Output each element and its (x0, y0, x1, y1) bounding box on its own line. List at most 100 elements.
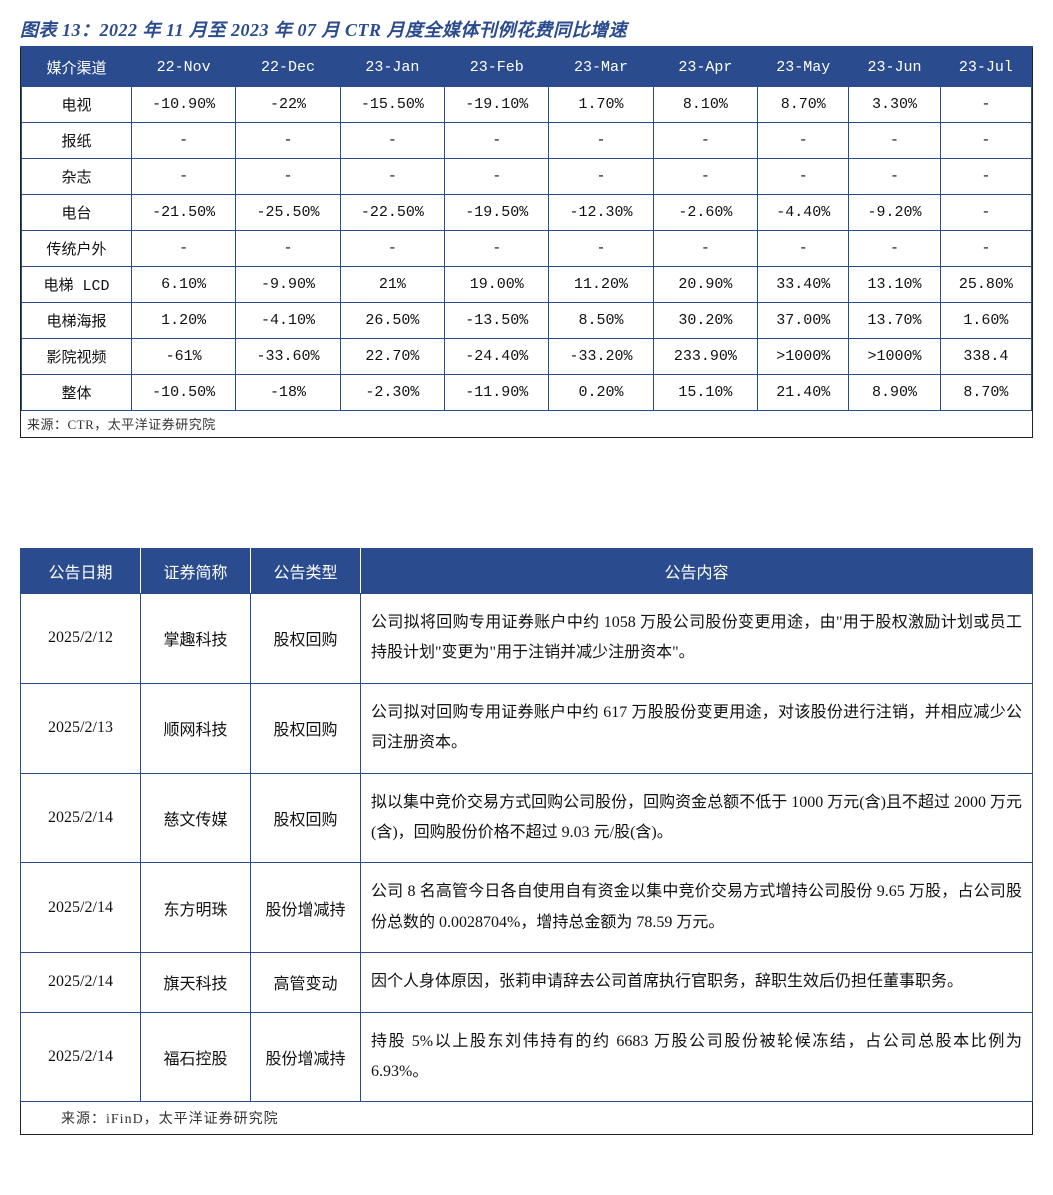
table1-cell: - (849, 231, 940, 267)
table1-cell: 233.90% (653, 339, 757, 375)
table1-cell: -22% (236, 87, 340, 123)
table2-source-wrap: 来源：iFinD，太平洋证券研究院 (20, 1102, 1033, 1135)
announce-type: 股权回购 (251, 594, 361, 684)
table-row: 2025/2/14东方明珠股份增减持公司 8 名高管今日各自使用自有资金以集中竞… (21, 863, 1033, 953)
table-row: 2025/2/14旗天科技高管变动因个人身体原因，张莉申请辞去公司首席执行官职务… (21, 953, 1033, 1012)
security-name: 慈文传媒 (141, 773, 251, 863)
table1-cell: 报纸 (22, 123, 132, 159)
table1-cell: -33.20% (549, 339, 653, 375)
table1-cell: - (940, 159, 1031, 195)
table1-cell: - (940, 123, 1031, 159)
table1-cell: -19.50% (445, 195, 549, 231)
table-row: 杂志--------- (22, 159, 1032, 195)
table1-cell: -19.10% (445, 87, 549, 123)
table1-cell: -9.90% (236, 267, 340, 303)
table1-source: 来源：CTR，太平洋证券研究院 (21, 411, 1032, 435)
table1-cell: 电台 (22, 195, 132, 231)
announce-type: 股权回购 (251, 773, 361, 863)
table1-header-row: 媒介渠道22-Nov22-Dec23-Jan23-Feb23-Mar23-Apr… (22, 49, 1032, 87)
table1-cell: 15.10% (653, 375, 757, 411)
announce-type: 股份增减持 (251, 1012, 361, 1102)
announce-content: 持股 5%以上股东刘伟持有的约 6683 万股公司股份被轮候冻结，占公司总股本比… (361, 1012, 1033, 1102)
table1-body: 电视-10.90%-22%-15.50%-19.10%1.70%8.10%8.7… (22, 87, 1032, 411)
table1-cell: - (549, 231, 653, 267)
table1-cell: - (549, 123, 653, 159)
table1-cell: - (940, 231, 1031, 267)
table-row: 电梯 LCD6.10%-9.90%21%19.00%11.20%20.90%33… (22, 267, 1032, 303)
table-row: 传统户外--------- (22, 231, 1032, 267)
table1-cell: -24.40% (445, 339, 549, 375)
table1-cell: 25.80% (940, 267, 1031, 303)
table1-cell: -10.90% (132, 87, 236, 123)
table1-cell: - (340, 231, 444, 267)
table1-cell: -18% (236, 375, 340, 411)
announce-type: 股份增减持 (251, 863, 361, 953)
table-row: 2025/2/14慈文传媒股权回购拟以集中竞价交易方式回购公司股份，回购资金总额… (21, 773, 1033, 863)
table1-cell: -33.60% (236, 339, 340, 375)
table1-cell: - (445, 123, 549, 159)
table1-cell: - (758, 231, 849, 267)
table1-cell: - (340, 159, 444, 195)
table1-cell: 电视 (22, 87, 132, 123)
table1-cell: - (236, 123, 340, 159)
table2-header-cell: 公告内容 (361, 549, 1033, 594)
table1-cell: -4.40% (758, 195, 849, 231)
table1-cell: 8.10% (653, 87, 757, 123)
table1-cell: -25.50% (236, 195, 340, 231)
table1-cell: 21.40% (758, 375, 849, 411)
announce-date: 2025/2/14 (21, 1012, 141, 1102)
table1-cell: 1.60% (940, 303, 1031, 339)
table1-container: 媒介渠道22-Nov22-Dec23-Jan23-Feb23-Mar23-Apr… (20, 48, 1033, 438)
table-row: 电台-21.50%-25.50%-22.50%-19.50%-12.30%-2.… (22, 195, 1032, 231)
announce-date: 2025/2/12 (21, 594, 141, 684)
table1-cell: 26.50% (340, 303, 444, 339)
table1-cell: -61% (132, 339, 236, 375)
table1-header-cell: 媒介渠道 (22, 49, 132, 87)
announce-date: 2025/2/14 (21, 953, 141, 1012)
table1-cell: -2.30% (340, 375, 444, 411)
table1-cell: -22.50% (340, 195, 444, 231)
table1-cell: 30.20% (653, 303, 757, 339)
announce-date: 2025/2/14 (21, 863, 141, 953)
security-name: 顺网科技 (141, 683, 251, 773)
table1-cell: 电梯海报 (22, 303, 132, 339)
table1-cell: 13.70% (849, 303, 940, 339)
table1-cell: -12.30% (549, 195, 653, 231)
table1-cell: 37.00% (758, 303, 849, 339)
table1-header-cell: 22-Nov (132, 49, 236, 87)
table1-cell: 8.90% (849, 375, 940, 411)
announce-type: 高管变动 (251, 953, 361, 1012)
table-row: 2025/2/13顺网科技股权回购公司拟对回购专用证券账户中约 617 万股股份… (21, 683, 1033, 773)
table2: 公告日期证券简称公告类型公告内容 2025/2/12掌趣科技股权回购公司拟将回购… (20, 548, 1033, 1102)
table1-cell: 3.30% (849, 87, 940, 123)
table-row: 电视-10.90%-22%-15.50%-19.10%1.70%8.10%8.7… (22, 87, 1032, 123)
table1-cell: 6.10% (132, 267, 236, 303)
announce-content: 因个人身体原因，张莉申请辞去公司首席执行官职务，辞职生效后仍担任董事职务。 (361, 953, 1033, 1012)
table1-header-cell: 23-Jun (849, 49, 940, 87)
table1-header-cell: 23-Feb (445, 49, 549, 87)
table2-source: 来源：iFinD，太平洋证券研究院 (21, 1102, 1032, 1134)
table1-cell: >1000% (758, 339, 849, 375)
table1-cell: 22.70% (340, 339, 444, 375)
table1-cell: -15.50% (340, 87, 444, 123)
table1-cell: - (758, 123, 849, 159)
table1-cell: - (653, 159, 757, 195)
table1-header-cell: 23-Jan (340, 49, 444, 87)
table1-cell: 传统户外 (22, 231, 132, 267)
security-name: 掌趣科技 (141, 594, 251, 684)
table2-body: 2025/2/12掌趣科技股权回购公司拟将回购专用证券账户中约 1058 万股公… (21, 594, 1033, 1102)
table1-cell: - (132, 159, 236, 195)
table1-cell: - (653, 123, 757, 159)
table1-header-cell: 22-Dec (236, 49, 340, 87)
table1-cell: 1.70% (549, 87, 653, 123)
announce-content: 公司 8 名高管今日各自使用自有资金以集中竞价交易方式增持公司股份 9.65 万… (361, 863, 1033, 953)
table1-cell: - (849, 123, 940, 159)
table1-cell: 19.00% (445, 267, 549, 303)
table2-header-row: 公告日期证券简称公告类型公告内容 (21, 549, 1033, 594)
table1-cell: - (849, 159, 940, 195)
table1-cell: 338.4 (940, 339, 1031, 375)
table1-cell: 电梯 LCD (22, 267, 132, 303)
table1-cell: 8.70% (758, 87, 849, 123)
table1-cell: 8.50% (549, 303, 653, 339)
table1-cell: - (940, 87, 1031, 123)
